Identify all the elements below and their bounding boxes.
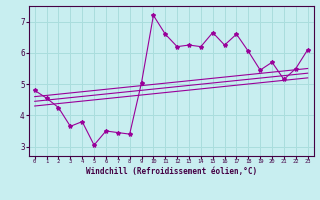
X-axis label: Windchill (Refroidissement éolien,°C): Windchill (Refroidissement éolien,°C): [86, 167, 257, 176]
